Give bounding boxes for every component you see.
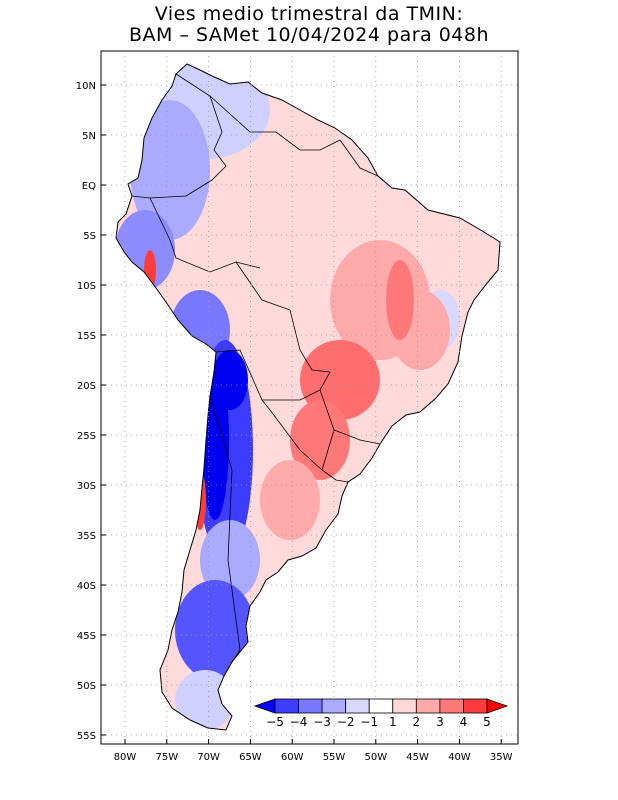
- lon-tick-label: 70W: [197, 752, 220, 763]
- colorbar-segment: [392, 698, 417, 714]
- lon-tick-label: 40W: [448, 752, 471, 763]
- lon-tick-label: 60W: [281, 752, 304, 763]
- lat-tick-label: 50S: [77, 681, 96, 692]
- colorbar-label: −4: [290, 715, 308, 729]
- colorbar-label: 1: [389, 715, 397, 729]
- longitude-labels: 80W 75W 70W 65W 60W 55W 50W 45W 40W 35W: [114, 739, 513, 763]
- lon-tick-label: 80W: [114, 752, 137, 763]
- colorbar-segment: [439, 698, 464, 714]
- colorbar-label: 3: [436, 715, 444, 729]
- lat-tick-label: 45S: [77, 631, 96, 642]
- colorbar-label: −2: [337, 715, 355, 729]
- colorbar-segment: [368, 698, 394, 714]
- colorbar-label: −5: [266, 715, 284, 729]
- lon-tick-label: 55W: [323, 752, 346, 763]
- lon-tick-label: 65W: [239, 752, 262, 763]
- lat-tick-label: 5S: [83, 231, 96, 242]
- colorbar-segment: [345, 698, 370, 714]
- country-borders: [131, 73, 381, 663]
- lon-tick-label: 35W: [490, 752, 513, 763]
- lat-tick-label: 25S: [77, 431, 96, 442]
- lat-tick-label: 15S: [77, 331, 96, 342]
- colorbar-label: 2: [413, 715, 421, 729]
- map-title-line2: BAM – SAMet 10/04/2024 para 048h: [128, 24, 490, 46]
- lat-tick-label: 35S: [77, 531, 96, 542]
- lat-tick-label: EQ: [82, 181, 96, 192]
- colorbar-label: −3: [313, 715, 331, 729]
- colorbar-segment: [298, 698, 323, 714]
- lon-tick-label: 75W: [155, 752, 178, 763]
- colorbar-label: 4: [460, 715, 468, 729]
- lat-tick-label: 10N: [76, 81, 96, 92]
- colorbar-segment: [463, 698, 488, 714]
- latitude-labels: 10N 5N EQ 5S 10S 15S 20S 25S 30S 35S 40S 45S 50S 55S: [76, 81, 106, 742]
- lon-tick-label: 45W: [406, 752, 429, 763]
- lat-tick-label: 5N: [82, 131, 96, 142]
- lat-lon-grid: [101, 51, 518, 744]
- colorbar-segment: [321, 698, 347, 714]
- colorbar-segment: [274, 698, 299, 714]
- lat-tick-label: 55S: [77, 731, 96, 742]
- colorbar-label: 5: [483, 715, 491, 729]
- colorbar: −5 −4 −3 −2 −1 1 2 3 4 5: [253, 698, 509, 729]
- lat-tick-label: 10S: [77, 281, 96, 292]
- colorbar-segment: [415, 698, 441, 714]
- lat-tick-label: 20S: [77, 381, 96, 392]
- colorbar-label: −1: [360, 715, 378, 729]
- map-title-line1: Vies medio trimestral da TMIN:: [154, 3, 464, 25]
- lat-tick-label: 30S: [77, 481, 96, 492]
- colorbar-max-arrow: [486, 698, 509, 714]
- lat-tick-label: 40S: [77, 581, 96, 592]
- lon-tick-label: 50W: [364, 752, 387, 763]
